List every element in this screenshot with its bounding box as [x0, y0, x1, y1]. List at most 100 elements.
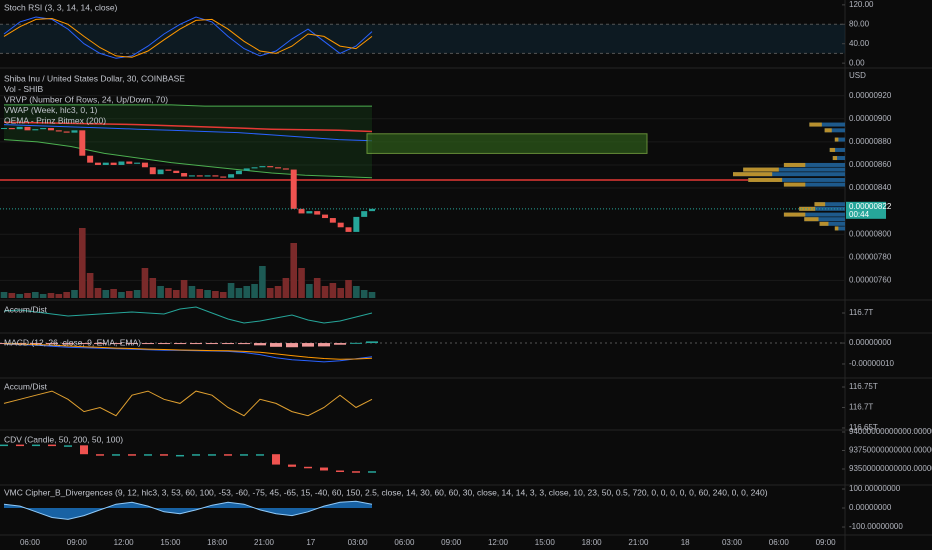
vrvp-row [834, 226, 845, 231]
candle [8, 128, 15, 130]
volume-bar [196, 289, 204, 298]
candle [118, 161, 125, 165]
candle [235, 170, 242, 175]
pane-title: CDV (Candle, 50, 200, 50, 100) [4, 434, 123, 444]
x-tick-label: 03:00 [722, 538, 743, 547]
histogram-bar [174, 343, 187, 345]
x-tick-label: 21:00 [628, 538, 649, 547]
x-tick-label: 18:00 [207, 538, 228, 547]
candle [298, 208, 305, 214]
y-tick-label: -100.00000000 [849, 522, 903, 531]
vrvp-row [824, 128, 845, 133]
candle [110, 162, 117, 165]
cdv-candle [96, 454, 105, 456]
vrvp-row [748, 177, 845, 182]
candle [55, 130, 62, 132]
histogram-bar [126, 343, 139, 345]
y-tick-label: 116.65T [849, 423, 878, 432]
indicator-line [4, 104, 372, 107]
indicator-line [3, 124, 373, 142]
candle [134, 162, 141, 164]
y-tick-label: 116.75T [849, 382, 878, 391]
indicator-line [3, 343, 373, 360]
indicator-line [3, 17, 373, 58]
histogram-bar [318, 343, 331, 347]
histogram-bar [334, 343, 347, 345]
volume-bar [118, 292, 125, 298]
cdv-candle [288, 464, 297, 467]
vrvp-row-up [809, 122, 822, 127]
x-tick-label: 15:00 [160, 538, 181, 547]
vrvp-row [819, 221, 845, 226]
candle [275, 167, 282, 169]
cdv-candle [208, 454, 217, 456]
histogram-bar [46, 343, 59, 345]
vrvp-row [783, 212, 845, 217]
cdv-candle [64, 445, 73, 447]
candle [157, 169, 164, 175]
y-tick-label: 80.00 [849, 19, 870, 28]
pane-title: Accum/Dist [4, 381, 48, 391]
vrvp-row [783, 162, 845, 167]
vrvp-row-up [783, 182, 806, 187]
candle [126, 161, 133, 164]
histogram-bar [78, 343, 91, 345]
candle [63, 131, 70, 133]
volume-bar [204, 290, 211, 298]
x-tick-label: 06:00 [394, 538, 415, 547]
candle [16, 126, 23, 130]
vrvp-row-up [804, 217, 819, 222]
histogram-bar [110, 343, 123, 345]
pane-title: VMC Cipher_B_Divergences (9, 12, hlc3, 3… [4, 487, 768, 497]
volume-bar [306, 284, 313, 298]
volume-bar [149, 278, 157, 298]
pane-title: Accum/Dist [4, 304, 48, 314]
candle [40, 128, 47, 130]
cdv-candle [80, 445, 89, 455]
x-tick-label: 09:00 [441, 538, 462, 547]
candle [306, 211, 313, 214]
volume-bar [32, 292, 39, 298]
candle [212, 175, 219, 177]
histogram-bar [30, 343, 43, 345]
cdv-candle [48, 444, 57, 447]
pane-title: VWAP (Week, hlc3, 0, 1) [4, 105, 98, 115]
volume-bar [165, 288, 172, 298]
candle [259, 166, 266, 168]
candle [251, 167, 258, 169]
y-tick-label: 0.00000760 [849, 275, 892, 284]
histogram-bar [14, 343, 27, 345]
zone-box [366, 133, 648, 154]
x-tick-label: 09:00 [816, 538, 837, 547]
volume-bar [360, 290, 368, 298]
volume-bar [24, 293, 31, 298]
vrvp-row-up [824, 128, 832, 133]
x-tick-label: 09:00 [67, 538, 88, 547]
indicator-line [3, 121, 373, 133]
volume-bar [157, 286, 164, 298]
y-tick-label: 116.7T [849, 308, 873, 317]
indicator-line [3, 343, 373, 363]
candle [149, 167, 156, 175]
candle [141, 162, 148, 168]
volume-bar [298, 268, 305, 298]
y-tick-label: 0.00000000 [849, 338, 892, 347]
histogram-bar [302, 343, 315, 347]
y-tick-label: 0.00000800 [849, 229, 892, 238]
pane-title: Vol - SHIB [4, 84, 44, 94]
x-tick-label: 15:00 [535, 538, 556, 547]
candle [188, 175, 195, 177]
volume-bar [125, 291, 133, 298]
candle [173, 170, 180, 174]
vrvp-row-up [819, 221, 829, 226]
volume-bar [243, 286, 251, 298]
volume-bar [212, 291, 219, 298]
vrvp-row-up [733, 172, 773, 177]
volume-bar [39, 294, 47, 298]
stoch-band [0, 24, 845, 54]
cdv-candle [16, 444, 25, 447]
candle [24, 126, 31, 131]
cdv-candle [112, 454, 121, 456]
